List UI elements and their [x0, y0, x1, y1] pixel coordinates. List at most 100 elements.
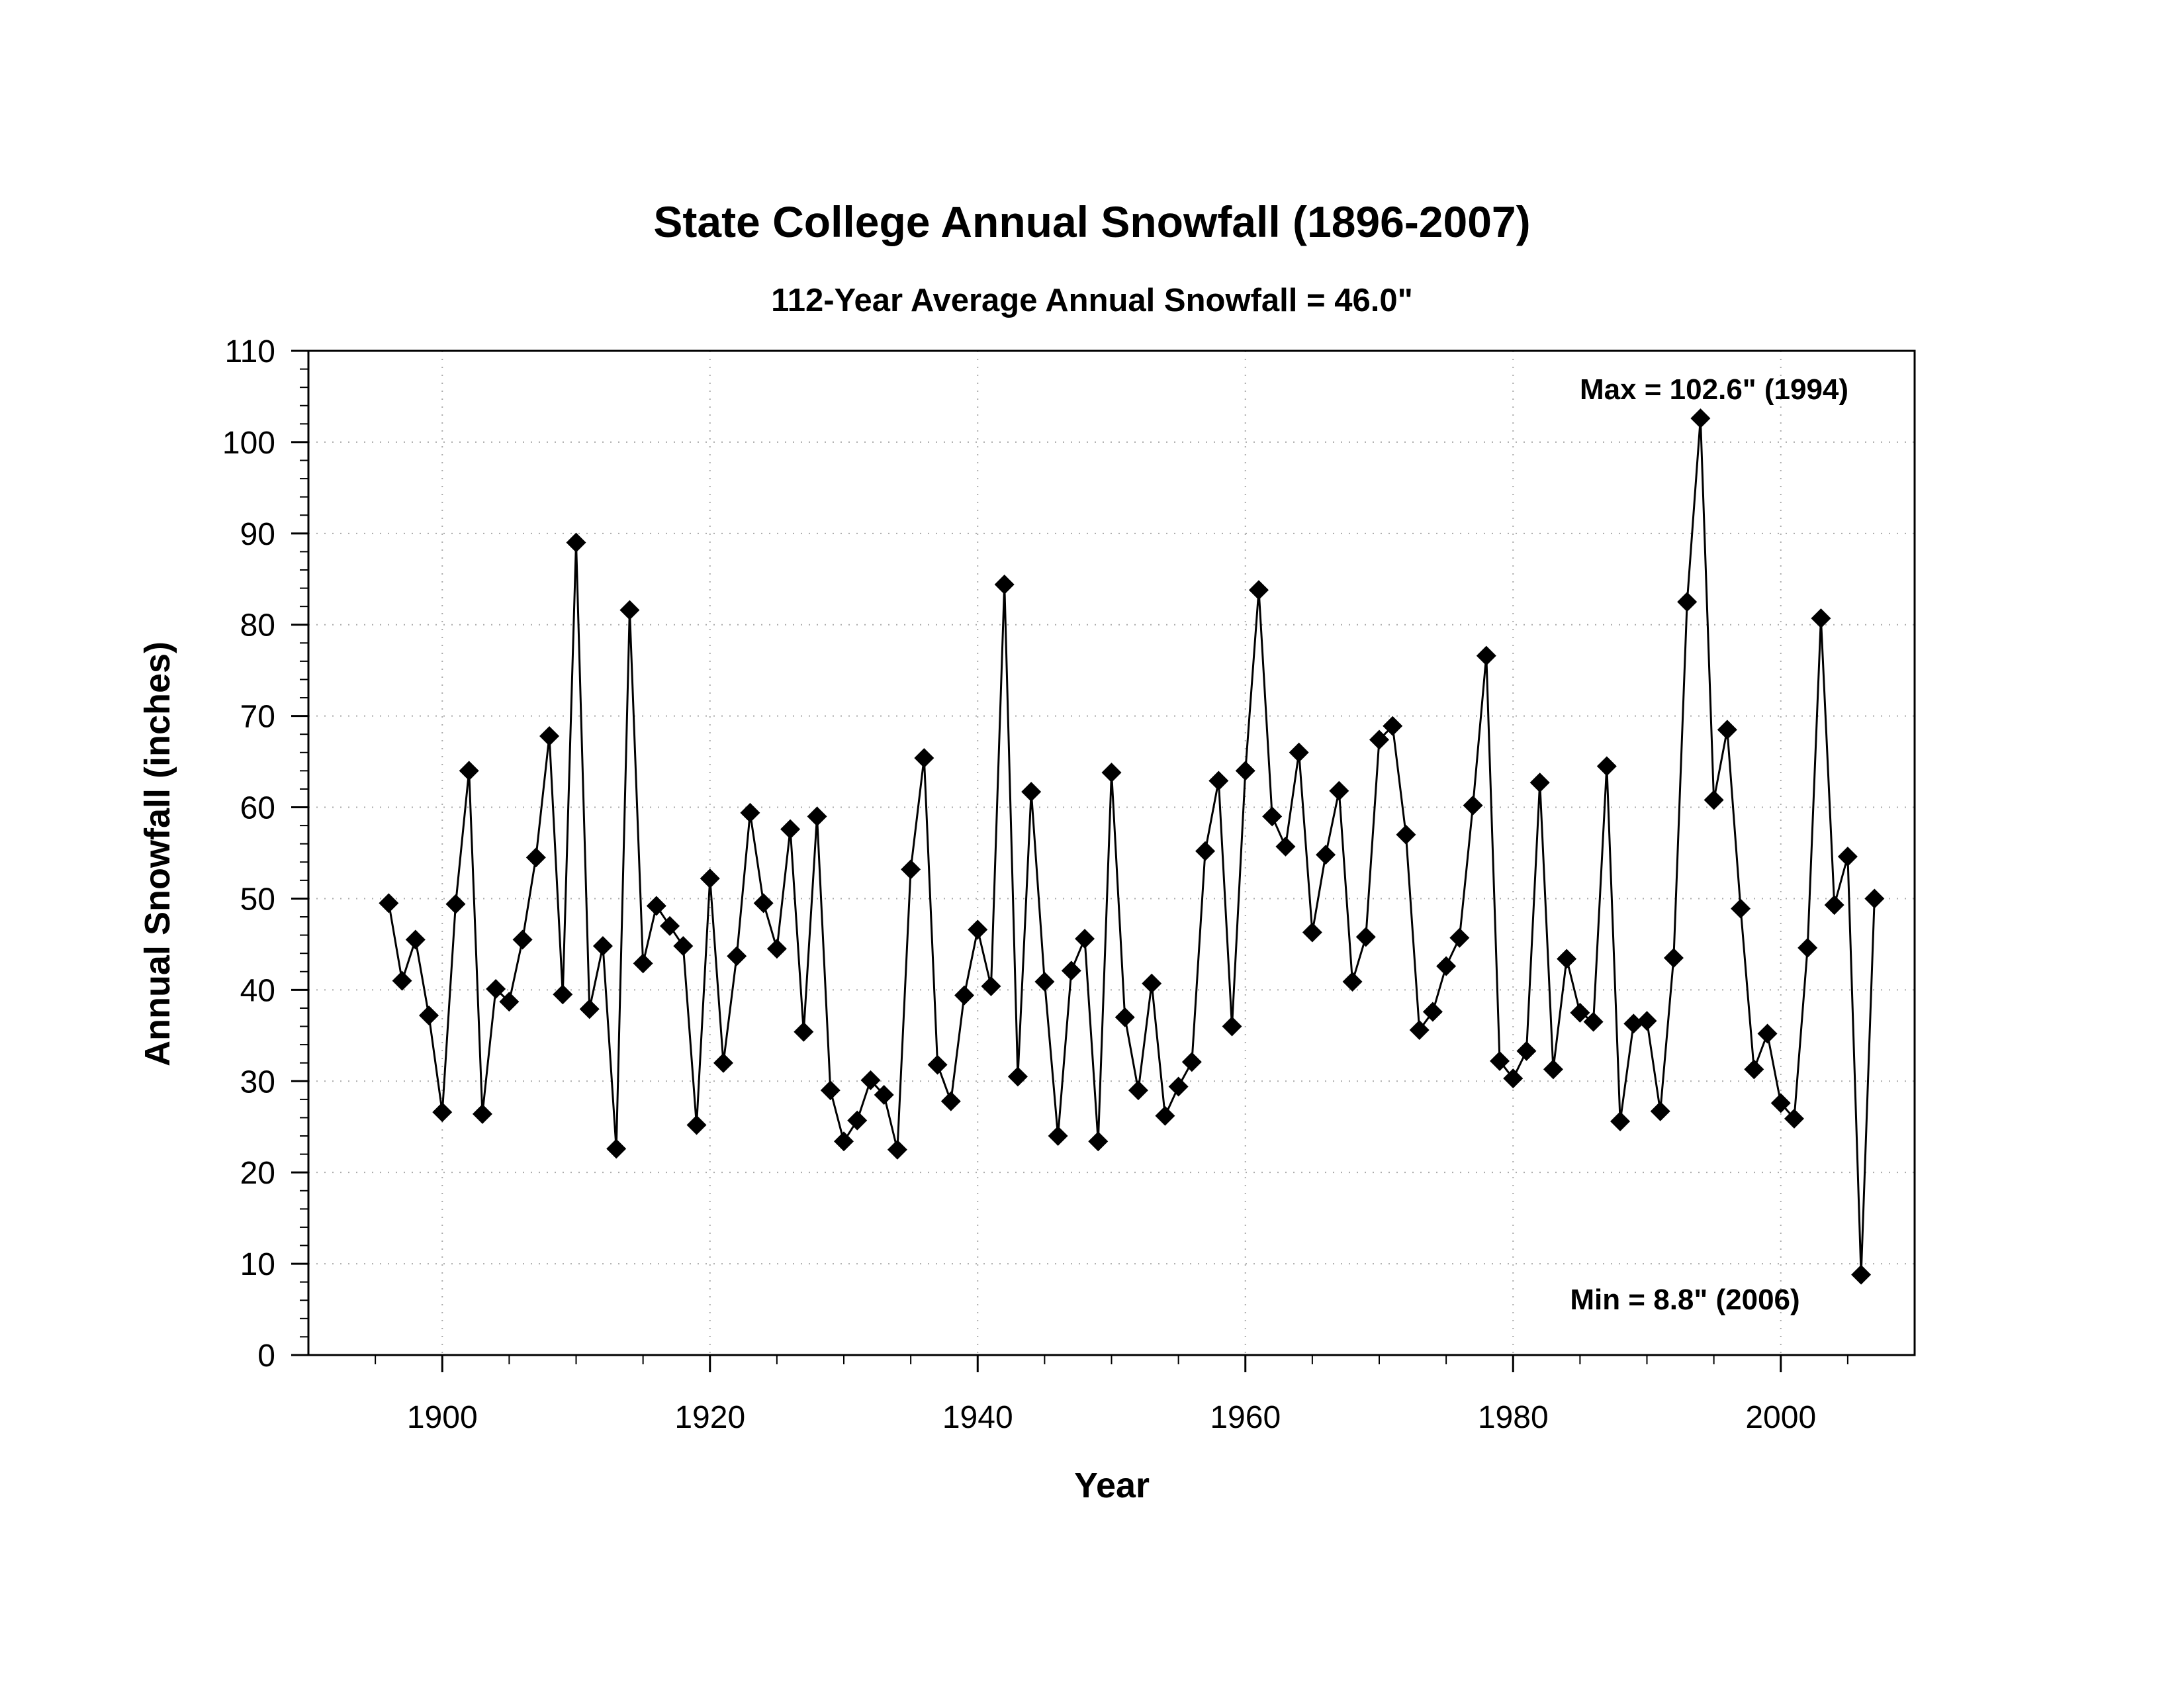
data-point: [405, 929, 426, 950]
data-point: [445, 894, 466, 914]
data-point: [753, 893, 774, 914]
data-point: [1436, 956, 1457, 976]
y-tick-label: 20: [240, 1156, 275, 1191]
data-point: [1757, 1023, 1778, 1044]
series-markers: [379, 408, 1885, 1285]
data-point: [472, 1103, 492, 1124]
data-point: [887, 1139, 907, 1160]
data-point: [1610, 1111, 1631, 1131]
data-point: [1770, 1093, 1791, 1113]
data-point: [1034, 971, 1055, 992]
data-point: [673, 936, 694, 957]
y-tick-label: 110: [224, 334, 275, 369]
data-point: [1142, 973, 1162, 994]
data-point: [1383, 716, 1403, 736]
data-point: [1583, 1011, 1604, 1032]
data-point: [1262, 806, 1283, 827]
x-tick-label: 1980: [1478, 1400, 1549, 1435]
data-point: [927, 1055, 948, 1075]
x-tick-label: 2000: [1745, 1400, 1816, 1435]
data-point: [1677, 592, 1698, 612]
data-point: [1208, 771, 1229, 791]
data-point: [1596, 756, 1617, 776]
x-tick-label: 1920: [674, 1400, 745, 1435]
data-point: [499, 992, 520, 1012]
data-point: [1704, 790, 1724, 810]
data-point: [1422, 1002, 1443, 1022]
data-point: [860, 1070, 881, 1090]
data-point: [1797, 937, 1818, 958]
data-point: [807, 806, 827, 827]
data-point: [1476, 645, 1496, 666]
data-point: [1181, 1052, 1202, 1072]
data-point: [874, 1084, 894, 1105]
series-line: [387, 417, 1876, 1276]
data-point: [1570, 1002, 1590, 1023]
data-point: [1516, 1041, 1537, 1061]
data-point: [1316, 845, 1336, 865]
data-point: [954, 985, 975, 1006]
x-tick-label: 1900: [407, 1400, 478, 1435]
data-point: [1329, 780, 1349, 801]
data-point: [512, 929, 533, 950]
data-point: [1811, 608, 1831, 629]
data-point: [1784, 1108, 1804, 1129]
data-point: [1543, 1059, 1563, 1080]
data-point: [968, 919, 988, 940]
max-annotation: Max = 102.6" (1994): [1580, 373, 1848, 406]
data-point: [1690, 408, 1711, 429]
data-point: [766, 939, 787, 959]
data-point: [419, 1005, 439, 1025]
plot-frame: [307, 350, 1916, 1356]
data-point: [1075, 929, 1095, 949]
data-point: [539, 726, 560, 746]
data-point: [1222, 1016, 1242, 1037]
y-tick-label: 50: [240, 882, 275, 917]
data-point: [606, 1139, 627, 1159]
data-point: [1731, 898, 1751, 919]
min-annotation: Min = 8.8" (2006): [1570, 1284, 1799, 1316]
data-point: [1557, 949, 1577, 969]
data-point: [727, 946, 747, 966]
minor-ticks: [300, 368, 1848, 1364]
data-point: [981, 976, 1001, 996]
data-point: [1275, 836, 1296, 857]
data-point: [1115, 1007, 1135, 1027]
data-point: [780, 819, 801, 839]
data-point: [1248, 580, 1269, 600]
data-point: [1463, 795, 1483, 816]
data-point: [1235, 761, 1255, 781]
data-point: [834, 1131, 854, 1152]
y-tick-label: 100: [222, 426, 275, 461]
data-point: [646, 896, 666, 916]
y-tick-label: 10: [240, 1247, 275, 1282]
major-ticks: [291, 350, 1782, 1372]
data-point: [1195, 841, 1216, 861]
y-tick-label: 40: [240, 973, 275, 1008]
data-point: [1302, 922, 1322, 943]
data-point: [1449, 927, 1470, 948]
data-point: [1637, 1011, 1657, 1031]
data-point: [379, 893, 399, 914]
data-point: [901, 859, 921, 880]
data-point: [392, 970, 412, 991]
data-point: [994, 575, 1015, 595]
x-axis-label: Year: [1074, 1466, 1150, 1505]
y-tick-label: 80: [240, 608, 275, 643]
data-point: [940, 1091, 961, 1111]
data-point: [1824, 895, 1844, 915]
data-point: [1101, 763, 1122, 783]
x-tick-label: 1940: [942, 1400, 1013, 1435]
data-point: [525, 847, 546, 868]
chart-title: State College Annual Snowfall (1896-2007…: [653, 197, 1530, 246]
data-point: [1088, 1131, 1109, 1152]
data-point: [660, 915, 680, 936]
data-point: [1021, 782, 1042, 802]
data-point: [794, 1021, 814, 1042]
grid-lines: [308, 351, 1915, 1355]
data-point: [1864, 888, 1885, 909]
data-point: [1007, 1066, 1028, 1087]
data-point: [686, 1115, 707, 1135]
chart-subtitle: 112-Year Average Annual Snowfall = 46.0": [771, 283, 1413, 318]
